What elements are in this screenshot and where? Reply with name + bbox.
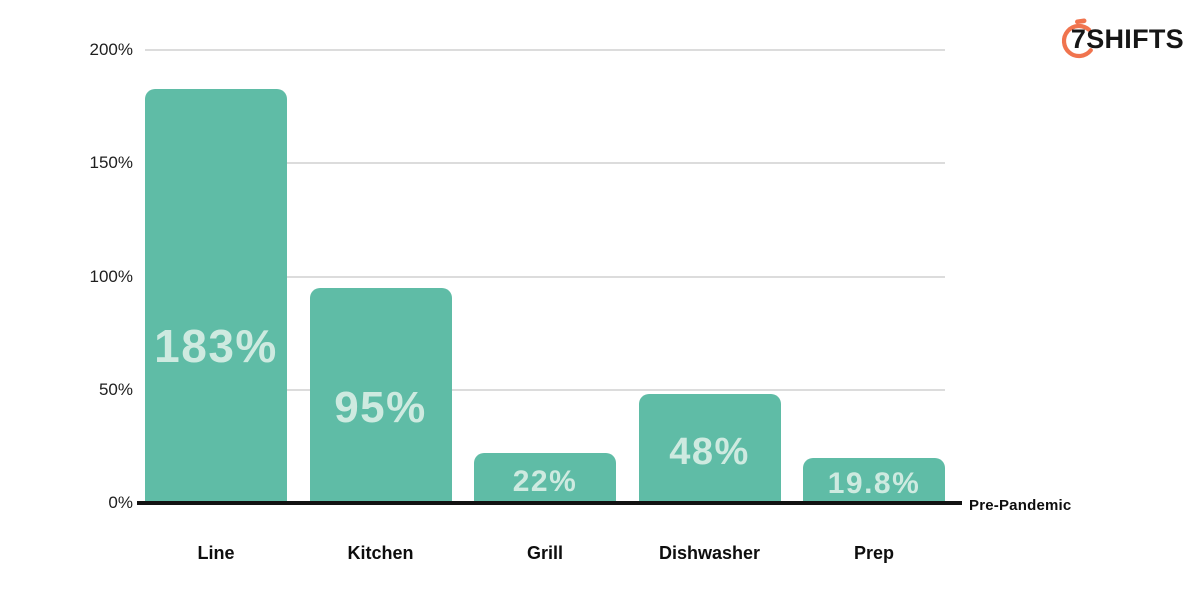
bar-value-label: 22% bbox=[512, 465, 578, 499]
y-axis-tick-label: 100% bbox=[89, 266, 133, 286]
x-category-label: Grill bbox=[526, 543, 563, 563]
baseline-axis bbox=[137, 501, 962, 505]
plot-area: Pre-Pandemic 183% 95% 22% 48% 19.8% bbox=[137, 49, 1071, 514]
bar-value-label: 183% bbox=[154, 319, 278, 372]
bar: 19.8% bbox=[803, 458, 945, 503]
gridline bbox=[145, 162, 945, 165]
gridline bbox=[145, 49, 945, 51]
bar: 22% bbox=[474, 453, 616, 503]
bar-value-label: 19.8% bbox=[827, 467, 921, 501]
y-axis: 200% 150% 100% 50% 0% bbox=[50, 40, 133, 512]
bar-value-label: 95% bbox=[334, 383, 427, 433]
x-axis: Line Kitchen Grill Dishwasher Prep bbox=[145, 543, 945, 573]
7shifts-logo: 7SHIFTS bbox=[1059, 18, 1184, 60]
y-axis-tick-label: 200% bbox=[89, 40, 133, 59]
x-category-label: Kitchen bbox=[347, 543, 414, 563]
x-category-label: Line bbox=[197, 543, 235, 563]
y-axis-tick-label: 150% bbox=[89, 153, 133, 173]
bar-value-label: 48% bbox=[669, 430, 750, 473]
x-category-label: Prep bbox=[853, 543, 895, 563]
gridline bbox=[145, 388, 945, 391]
bar: 95% bbox=[309, 287, 452, 503]
bar: 183% bbox=[145, 88, 287, 503]
y-axis-tick-label: 0% bbox=[108, 493, 133, 512]
bar: 48% bbox=[638, 394, 781, 503]
gridline bbox=[145, 275, 945, 278]
stopwatch-icon bbox=[1061, 18, 1093, 59]
y-axis-tick-label: 50% bbox=[98, 379, 133, 399]
x-category-label: Dishwasher bbox=[658, 543, 761, 563]
baseline-label: Pre-Pandemic bbox=[969, 497, 1072, 514]
logo-wordmark: 7SHIFTS bbox=[1070, 23, 1184, 54]
